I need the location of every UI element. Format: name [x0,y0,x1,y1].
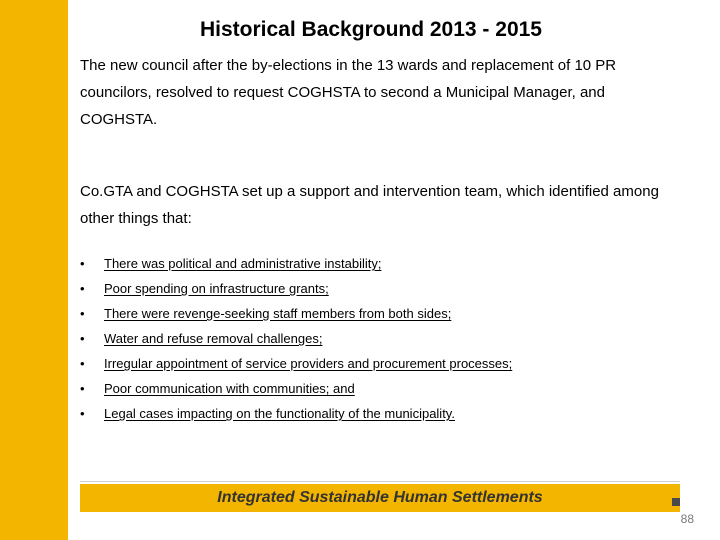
list-item-text: Irregular appointment of service provide… [104,356,680,371]
list-item-text: Water and refuse removal challenges; [104,331,680,346]
list-item: •Poor communication with communities; an… [80,381,680,396]
list-item: •Water and refuse removal challenges; [80,331,680,346]
paragraph-intro: The new council after the by-elections i… [80,52,680,133]
bullet-list: •There was political and administrative … [80,256,680,431]
bullet-dot: • [80,381,104,396]
list-item: •Legal cases impacting on the functional… [80,406,680,421]
footer-text: Integrated Sustainable Human Settlements [217,489,542,507]
list-item-text: Poor communication with communities; and [104,381,680,396]
bullet-dot: • [80,331,104,346]
bullet-dot: • [80,306,104,321]
bullet-dot: • [80,281,104,296]
list-item: •There was political and administrative … [80,256,680,271]
accent-bar-left [0,0,68,540]
list-item-text: There were revenge-seeking staff members… [104,306,680,321]
footer-band: Integrated Sustainable Human Settlements [80,484,680,512]
list-item-text: Legal cases impacting on the functionali… [104,406,680,421]
bullet-dot: • [80,256,104,271]
list-item: •Irregular appointment of service provid… [80,356,680,371]
page-number: 88 [681,512,694,526]
list-item: •Poor spending on infrastructure grants; [80,281,680,296]
bullet-dot: • [80,406,104,421]
list-item: •There were revenge-seeking staff member… [80,306,680,321]
list-item-text: There was political and administrative i… [104,256,680,271]
page-title: Historical Background 2013 - 2015 [200,18,542,42]
slide: Historical Background 2013 - 2015 The ne… [0,0,720,540]
footer-divider [80,481,680,482]
footer-square-icon [672,498,680,506]
bullet-dot: • [80,356,104,371]
list-item-text: Poor spending on infrastructure grants; [104,281,680,296]
paragraph-lead: Co.GTA and COGHSTA set up a support and … [80,178,680,232]
